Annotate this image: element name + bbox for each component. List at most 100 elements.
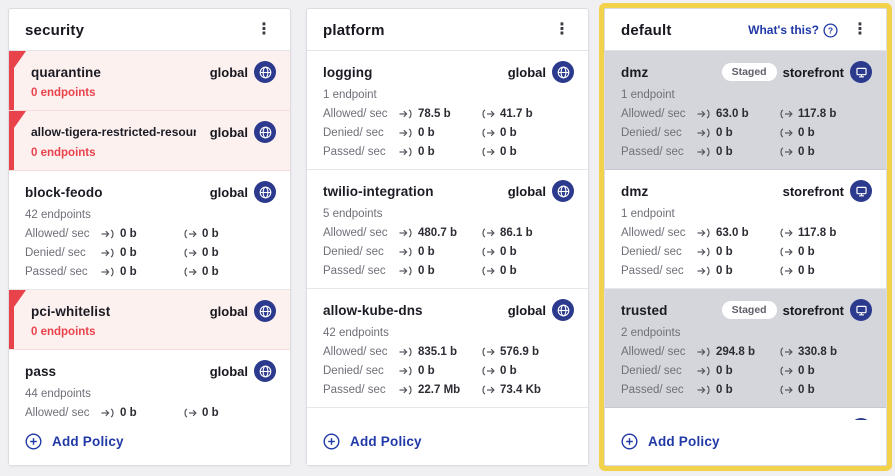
policy-card[interactable]: logging global 1 endpoint Allowed/ sec 78.5 … <box>307 51 588 170</box>
policy-card[interactable]: block-feodo global 42 endpoints Allowed/ se… <box>9 171 290 290</box>
policy-name: pci-whitelist <box>31 303 111 319</box>
stat-label: Allowed/ sec <box>621 346 686 358</box>
endpoint-count: 0 endpoints <box>31 147 96 159</box>
stat-label: Denied/ sec <box>323 127 384 139</box>
add-policy-button[interactable]: Add Policy <box>307 420 588 465</box>
egress-cell: 0 b <box>779 365 872 377</box>
scope-label: global <box>507 302 546 318</box>
egress-icon <box>779 247 793 257</box>
stat-label: Allowed/ sec <box>323 108 388 120</box>
stat-label: Denied/ sec <box>323 365 384 377</box>
stat-label: Passed/ sec <box>621 265 684 277</box>
column-title: default <box>621 21 672 39</box>
policy-card[interactable]: allow-kube-dns global 42 endpoints Allowed/… <box>307 289 588 408</box>
ingress-cell: 0 b <box>697 127 779 139</box>
policy-column-platform: platform ⋮ logging global 1 endpoint Allowed/… <box>306 8 589 466</box>
ingress-value: 0 b <box>120 247 137 259</box>
ingress-icon <box>697 128 711 138</box>
egress-icon <box>779 385 793 395</box>
ingress-cell: 0 b <box>101 407 183 419</box>
ingress-icon <box>101 408 115 418</box>
egress-icon <box>779 366 793 376</box>
scope-label: storefront <box>782 64 844 80</box>
egress-icon <box>779 128 793 138</box>
storefront-icon <box>850 61 872 83</box>
stat-label: Denied/ sec <box>621 127 682 139</box>
egress-value: 0 b <box>798 365 815 377</box>
ingress-value: 63.0 b <box>716 227 749 239</box>
traffic-stats: Allowed/ sec 78.5 b 41.7 b Denied/ sec 0 b 0 … <box>323 108 574 158</box>
ingress-cell: 0 b <box>101 266 183 278</box>
column-header: platform ⋮ <box>307 9 588 51</box>
stat-row: Passed/ sec 0 b 0 b <box>323 146 574 158</box>
add-policy-button[interactable]: Add Policy <box>9 420 290 465</box>
egress-value: 0 b <box>798 146 815 158</box>
policy-card[interactable]: pci-whitelist global 0 endpoints <box>9 290 290 350</box>
plus-circle-icon <box>621 433 638 450</box>
policy-card-header: dmz Staged storefront <box>621 61 872 83</box>
endpoint-count: 42 endpoints <box>25 209 91 221</box>
egress-icon <box>481 228 495 238</box>
ingress-icon <box>697 147 711 157</box>
stat-row: Allowed/ sec 63.0 b 117.8 b <box>621 108 872 120</box>
policy-card[interactable]: pass global 44 endpoints Allowed/ sec 0 b 0 b… <box>9 350 290 420</box>
kebab-menu-icon[interactable]: ⋮ <box>554 21 570 38</box>
egress-value: 41.7 b <box>500 108 533 120</box>
egress-value: 0 b <box>202 407 219 419</box>
policy-card-header: allow-tigera-restricted-resources global <box>31 121 276 143</box>
ingress-value: 0 b <box>716 246 733 258</box>
policy-name: quarantine <box>31 64 102 80</box>
egress-value: 0 b <box>798 127 815 139</box>
egress-cell: 0 b <box>779 127 872 139</box>
stat-row: Denied/ sec 0 b 0 b <box>621 246 872 258</box>
ingress-cell: 0 b <box>399 127 481 139</box>
endpoint-count: 2 endpoints <box>621 327 681 339</box>
kebab-menu-icon[interactable]: ⋮ <box>852 21 868 38</box>
stat-row: Allowed/ sec 294.8 b 330.8 b <box>621 346 872 358</box>
whats-this-link[interactable]: What's this?? <box>748 22 838 38</box>
egress-icon <box>183 267 197 277</box>
policy-card[interactable]: trustedstorefront <box>605 408 886 420</box>
egress-value: 0 b <box>500 246 517 258</box>
egress-cell: 576.9 b <box>481 346 574 358</box>
globe-icon <box>552 180 574 202</box>
ingress-cell: 294.8 b <box>697 346 779 358</box>
ingress-value: 0 b <box>418 365 435 377</box>
endpoint-count: 5 endpoints <box>323 208 383 220</box>
ingress-value: 835.1 b <box>418 346 457 358</box>
kebab-menu-icon[interactable]: ⋮ <box>256 21 272 38</box>
egress-icon <box>481 385 495 395</box>
egress-icon <box>481 266 495 276</box>
egress-icon <box>481 147 495 157</box>
egress-icon <box>779 266 793 276</box>
egress-icon <box>481 128 495 138</box>
policy-card[interactable]: trusted Staged storefront 2 endpoints Allowe… <box>605 289 886 408</box>
policy-card[interactable]: quarantine global 0 endpoints <box>9 51 290 111</box>
add-policy-button[interactable]: Add Policy <box>605 420 886 465</box>
policy-card[interactable]: twilio-integration global 5 endpoints Allow… <box>307 170 588 289</box>
policy-card-list: quarantine global 0 endpoints allow-tigera-… <box>9 51 290 420</box>
ingress-cell: 0 b <box>697 384 779 396</box>
ingress-value: 480.7 b <box>418 227 457 239</box>
policy-card-header: trusted Staged storefront <box>621 299 872 321</box>
stat-label: Denied/ sec <box>621 246 682 258</box>
ingress-icon <box>101 229 115 239</box>
stat-row: Passed/ sec 0 b 0 b <box>25 266 276 278</box>
egress-value: 0 b <box>202 247 219 259</box>
egress-icon <box>481 366 495 376</box>
ingress-icon <box>101 248 115 258</box>
globe-icon <box>552 61 574 83</box>
policy-name: allow-tigera-restricted-resources <box>31 125 196 139</box>
policy-card[interactable]: dmz Staged storefront 1 endpoint Allowed/ se… <box>605 51 886 170</box>
egress-value: 0 b <box>500 146 517 158</box>
ingress-value: 0 b <box>120 407 137 419</box>
egress-cell: 0 b <box>183 228 276 240</box>
policy-card[interactable]: allow-tigera-restricted-resources global 0… <box>9 111 290 171</box>
policy-card-header: block-feodo global <box>25 181 276 203</box>
egress-cell: 0 b <box>481 127 574 139</box>
egress-cell: 0 b <box>779 384 872 396</box>
policy-name: pass <box>25 363 57 379</box>
ingress-cell: 0 b <box>697 246 779 258</box>
policy-card[interactable]: dmz storefront 1 endpoint Allowed/ sec 63.0 … <box>605 170 886 289</box>
